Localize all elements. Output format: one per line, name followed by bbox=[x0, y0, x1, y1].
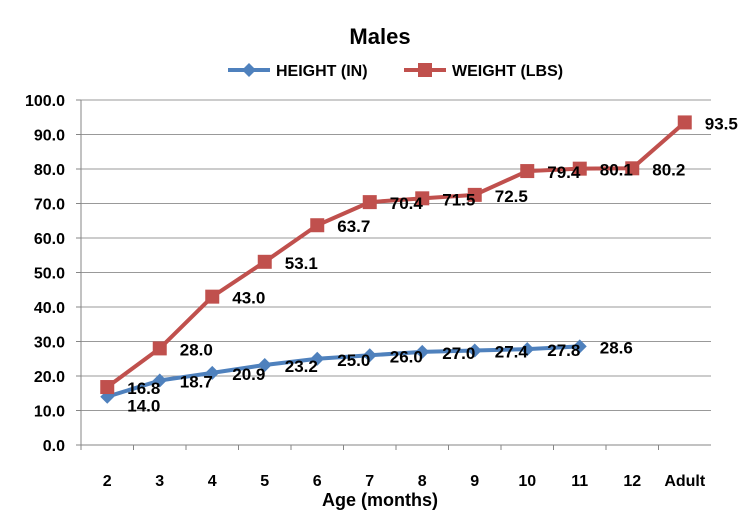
y-tick-label: 20.0 bbox=[34, 369, 65, 386]
x-tick-label: 10 bbox=[518, 473, 536, 490]
data-point bbox=[415, 344, 430, 359]
x-axis-ticks: 2 3 4 5 6 7 8 9 10 11 12 Adult bbox=[103, 473, 706, 490]
data-label: 27.0 bbox=[442, 344, 475, 363]
data-label: 28.6 bbox=[600, 338, 633, 357]
chart-title: Males bbox=[349, 24, 410, 49]
data-label: 26.0 bbox=[390, 347, 423, 366]
legend-marker bbox=[242, 63, 256, 77]
legend-label: HEIGHT (IN) bbox=[276, 63, 368, 80]
data-point bbox=[572, 339, 587, 354]
x-tick-label: 4 bbox=[208, 473, 217, 490]
data-labels: 14.0 18.7 20.9 23.2 25.0 26.0 27.0 27.4 27.8 28.6… bbox=[127, 114, 738, 415]
series-line-1 bbox=[106, 120, 687, 389]
y-tick-label: 90.0 bbox=[34, 128, 65, 145]
data-point bbox=[152, 373, 167, 388]
data-label: 20.9 bbox=[232, 365, 265, 384]
x-tick-label: 7 bbox=[365, 473, 374, 490]
data-label: 18.7 bbox=[180, 372, 213, 391]
legend-label: WEIGHT (LBS) bbox=[452, 63, 563, 80]
data-label: 71.5 bbox=[442, 190, 475, 209]
data-point bbox=[205, 289, 220, 304]
x-axis-label: Age (months) bbox=[322, 490, 438, 510]
data-label: 27.4 bbox=[495, 342, 529, 361]
data-point bbox=[467, 343, 482, 358]
data-point bbox=[362, 348, 377, 363]
data-label: 80.2 bbox=[652, 160, 685, 179]
y-tick-label: 60.0 bbox=[34, 231, 65, 248]
data-point bbox=[310, 218, 325, 233]
data-label: 63.7 bbox=[337, 217, 370, 236]
data-label: 27.8 bbox=[547, 341, 580, 360]
series bbox=[100, 115, 692, 404]
data-point bbox=[257, 254, 272, 269]
data-point bbox=[467, 187, 482, 202]
data-point bbox=[362, 195, 377, 210]
data-label: 70.4 bbox=[390, 194, 424, 213]
legend-marker bbox=[418, 63, 432, 77]
x-tick-label: 12 bbox=[623, 473, 641, 490]
data-point bbox=[520, 342, 535, 357]
y-tick-label: 50.0 bbox=[34, 266, 65, 283]
x-tick-label: Adult bbox=[664, 473, 706, 490]
x-tick-label: 3 bbox=[155, 473, 164, 490]
y-tick-label: 0.0 bbox=[43, 438, 65, 455]
data-label: 16.8 bbox=[127, 379, 160, 398]
data-label: 14.0 bbox=[127, 397, 160, 416]
y-tick-label: 100.0 bbox=[25, 93, 65, 110]
data-point bbox=[257, 357, 272, 372]
series-line-0 bbox=[106, 344, 580, 399]
data-point bbox=[625, 161, 640, 176]
y-axis-ticks: 0.0 10.0 20.0 30.0 40.0 50.0 60.0 70.0 80.0 90.0 1… bbox=[25, 93, 65, 455]
x-tick-label: 9 bbox=[470, 473, 479, 490]
data-point bbox=[415, 191, 430, 206]
gridlines bbox=[76, 99, 711, 450]
data-point bbox=[572, 161, 587, 176]
data-label: 53.1 bbox=[285, 254, 318, 273]
data-label: 43.0 bbox=[232, 289, 265, 308]
data-label: 72.5 bbox=[495, 187, 528, 206]
data-point bbox=[677, 115, 692, 130]
data-point bbox=[100, 380, 115, 395]
data-label: 28.0 bbox=[180, 340, 213, 359]
data-label: 79.4 bbox=[547, 163, 581, 182]
data-point bbox=[520, 164, 535, 179]
data-label: 23.2 bbox=[285, 357, 318, 376]
data-point bbox=[152, 341, 167, 356]
x-tick-label: 5 bbox=[260, 473, 269, 490]
legend: HEIGHT (IN) WEIGHT (LBS) bbox=[228, 63, 563, 80]
data-label: 80.1 bbox=[600, 161, 633, 180]
x-tick-label: 2 bbox=[103, 473, 112, 490]
data-label: 93.5 bbox=[705, 114, 738, 133]
data-point bbox=[205, 365, 220, 380]
y-tick-label: 30.0 bbox=[34, 335, 65, 352]
data-point bbox=[310, 351, 325, 366]
y-tick-label: 10.0 bbox=[34, 404, 65, 421]
y-tick-label: 80.0 bbox=[34, 162, 65, 179]
x-tick-label: 8 bbox=[418, 473, 427, 490]
x-tick-label: 6 bbox=[313, 473, 322, 490]
x-tick-label: 11 bbox=[571, 473, 588, 490]
y-tick-label: 70.0 bbox=[34, 197, 65, 214]
data-label: 25.0 bbox=[337, 351, 370, 370]
y-tick-label: 40.0 bbox=[34, 300, 65, 317]
